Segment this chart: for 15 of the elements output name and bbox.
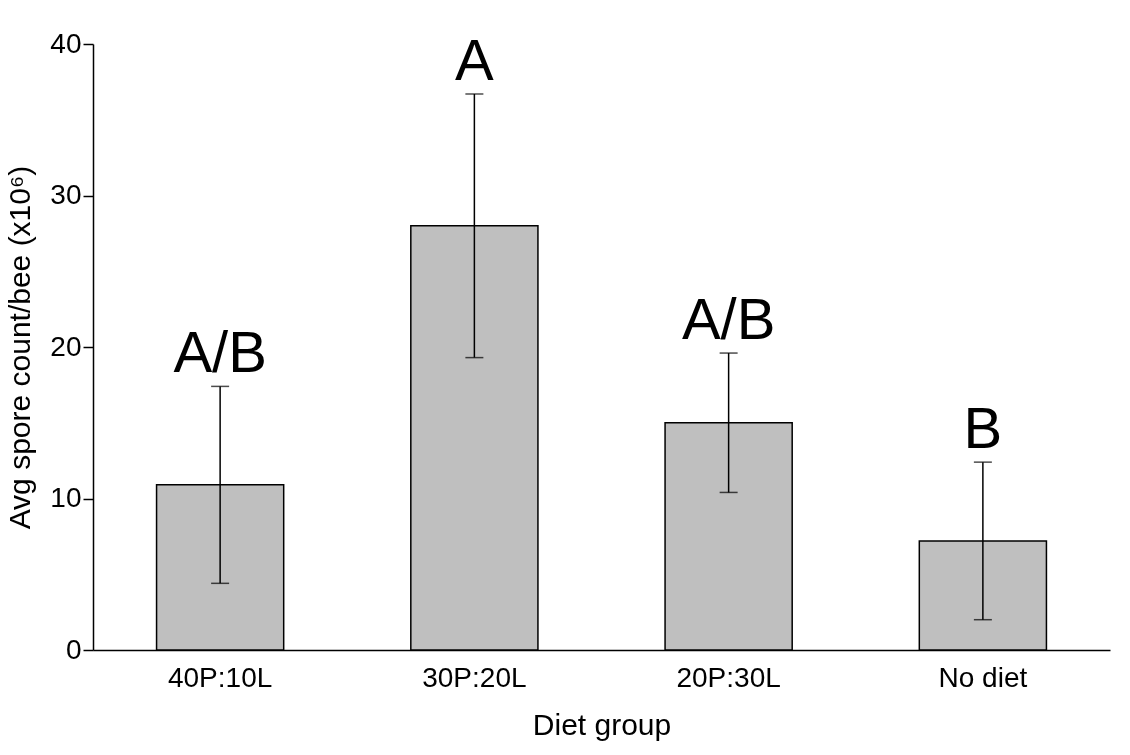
annotation: B	[963, 395, 1003, 461]
annotation: A	[455, 26, 495, 92]
y-tick-label: 20	[50, 330, 82, 362]
y-tick-label: 30	[50, 179, 82, 210]
x-tick-label: 40P:10L	[167, 661, 273, 693]
y-tick-label: 40	[50, 27, 82, 59]
x-tick-label: 30P:20L	[422, 661, 527, 693]
y-axis-title: Avg spore count/bee (x10⁶)	[3, 165, 37, 530]
y-tick-label: 10	[50, 482, 82, 513]
x-tick-label: No diet	[938, 661, 1028, 693]
annotation: A/B	[173, 319, 267, 385]
x-tick-label: 20P:30L	[676, 661, 781, 693]
y-tick-label: 0	[65, 633, 82, 665]
x-axis-title: Diet group	[532, 707, 672, 741]
annotation: A/B	[681, 286, 776, 352]
